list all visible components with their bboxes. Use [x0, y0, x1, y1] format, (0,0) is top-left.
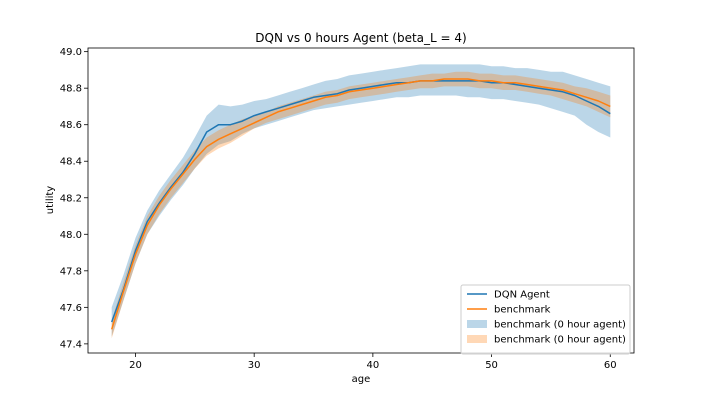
legend-label: DQN Agent [494, 290, 550, 301]
legend-label: benchmark (0 hour agent) [494, 320, 626, 331]
y-tick-label: 48.0 [60, 230, 82, 241]
plot-frame [87, 47, 635, 354]
x-tick-label: 30 [248, 360, 261, 371]
legend-swatch [467, 320, 487, 328]
legend-label: benchmark [494, 305, 551, 316]
y-tick-label: 47.8 [60, 266, 82, 277]
legend-box [460, 284, 631, 355]
legend: DQN Agent benchmark benchmark (0 hour agen… [460, 284, 631, 355]
x-axis-label: age [352, 374, 371, 385]
y-tick-label: 48.6 [60, 120, 82, 131]
y-tick-label: 48.4 [60, 157, 82, 168]
y-tick-label: 48.8 [60, 84, 82, 95]
series-line-1 [110, 78, 611, 330]
chart-title: DQN vs 0 hours Agent (beta_L = 4) [255, 31, 466, 45]
y-axis-label: utility [45, 186, 56, 215]
x-tick-label: 60 [604, 360, 617, 371]
y-axis: 47.4 47.6 47.8 48.0 48.2 48.4 48.6 48.8 49.0 [60, 47, 88, 350]
y-tick-label: 48.2 [60, 193, 82, 204]
y-tick-label: 47.6 [60, 303, 82, 314]
series-line-0 [110, 80, 611, 323]
confidence-band-3 [111, 71, 611, 339]
x-tick-label: 20 [129, 360, 142, 371]
plot-area [110, 64, 611, 339]
y-tick-label: 49.0 [60, 47, 82, 58]
legend-swatch [467, 335, 487, 343]
x-tick-label: 40 [367, 360, 380, 371]
legend-label: benchmark (0 hour agent) [494, 335, 626, 346]
x-tick-label: 50 [485, 360, 498, 371]
confidence-band-2 [111, 64, 611, 337]
y-tick-label: 47.4 [60, 339, 82, 350]
